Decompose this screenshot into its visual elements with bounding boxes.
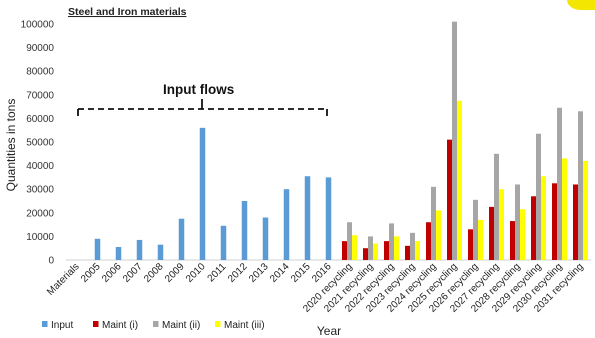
bar-maint-iii-2021-recycling [373,243,378,260]
x-tick-label: 2011 [206,261,229,284]
bar-maint-ii-2031-recycling [578,111,583,260]
x-tick-label: 2013 [247,261,271,285]
x-tick-label: 2008 [142,261,166,285]
y-tick-label: 90000 [26,43,54,54]
bar-maint-iii-2026-recycling [478,219,483,260]
legend-swatch-maint-i [93,321,99,327]
y-tick-label: 60000 [26,114,54,125]
y-tick-label: 10000 [26,232,54,243]
y-tick-label: 50000 [26,138,54,149]
bar-maint-iii-2024-recycling [436,210,441,260]
corner-decoration [567,0,595,10]
bar-input-2006 [115,247,122,260]
input-flows-bracket [77,99,328,116]
bar-maint-i-2030-recycling [552,183,557,260]
bar-maint-i-2029-recycling [531,196,536,260]
y-tick-label: 30000 [26,185,54,196]
input-flows-label: Input flows [163,82,234,97]
bar-input-2014 [283,189,290,260]
bar-maint-ii-2028-recycling [515,184,520,260]
x-tick-label: 2014 [268,261,292,285]
bar-maint-ii-2029-recycling [536,133,541,260]
bar-maint-i-2026-recycling [468,229,473,260]
bar-input-2016 [325,177,332,260]
legend-swatch-maint-iii [215,321,221,327]
x-tick-label: 2015 [289,261,313,285]
bar-maint-ii-2022-recycling [389,223,394,260]
bar-input-2009 [178,218,185,260]
bar-maint-i-2025-recycling [447,139,452,260]
bar-maint-iii-2028-recycling [520,209,525,260]
bar-maint-i-2024-recycling [426,222,431,260]
bar-maint-ii-2026-recycling [473,199,478,260]
chart-title: Steel and Iron materials [68,6,187,18]
bar-input-2007 [136,239,143,260]
bar-maint-ii-2020-recycling [347,222,352,260]
y-tick-label: 70000 [26,90,54,101]
x-tick-label: Materials [45,261,81,297]
bar-maint-i-2022-recycling [384,241,389,260]
bar-input-2011 [220,225,227,260]
x-tick-label: 2012 [226,261,250,285]
bar-maint-i-2023-recycling [405,245,410,260]
bar-input-2005 [94,238,101,260]
bar-maint-ii-2024-recycling [431,186,436,260]
bar-maint-ii-2025-recycling [452,21,457,260]
y-axis-title: Quantities in tons [4,99,18,192]
bar-input-2010 [199,127,206,260]
x-tick-label: 2006 [100,261,124,285]
bar-maint-ii-2023-recycling [410,232,415,260]
bar-maint-iii-2025-recycling [457,100,462,260]
bar-input-2008 [157,244,164,260]
legend-swatch-input [42,321,48,327]
bar-maint-ii-2030-recycling [557,107,562,260]
x-tick-label: 2007 [121,261,145,285]
bar-maint-iii-2029-recycling [541,176,546,260]
legend-label-maint-ii: Maint (ii) [162,320,200,331]
y-tick-label: 100000 [21,20,55,31]
legend-label-input: Input [51,320,73,331]
bar-input-2012 [241,201,248,260]
bar-maint-ii-2021-recycling [368,236,373,260]
bar-input-2013 [262,217,269,260]
bar-input-2015 [304,176,311,260]
bar-maint-i-2021-recycling [363,248,368,260]
legend-swatch-maint-ii [153,321,159,327]
legend-label-maint-i: Maint (i) [102,320,138,331]
y-tick-label: 80000 [26,67,54,78]
bar-maint-iii-2020-recycling [352,235,357,260]
legend-label-maint-iii: Maint (iii) [224,320,265,331]
bar-maint-iii-2023-recycling [415,241,420,260]
bar-maint-i-2027-recycling [489,206,494,260]
bar-maint-iii-2022-recycling [394,236,399,260]
bar-maint-i-2028-recycling [510,221,515,260]
x-tick-label: 2009 [163,261,187,285]
y-tick-label: 20000 [26,208,54,219]
y-tick-label: 0 [48,256,54,267]
bar-maint-i-2031-recycling [573,184,578,260]
x-axis-title: Year [317,324,341,338]
bar-maint-i-2020-recycling [342,241,347,260]
bar-maint-iii-2030-recycling [562,158,567,260]
bar-maint-ii-2027-recycling [494,153,499,260]
y-tick-label: 40000 [26,161,54,172]
x-tick-label: 2010 [184,261,208,285]
bar-maint-iii-2027-recycling [499,189,504,260]
x-tick-label: 2005 [79,261,103,285]
bar-maint-iii-2031-recycling [583,160,588,260]
